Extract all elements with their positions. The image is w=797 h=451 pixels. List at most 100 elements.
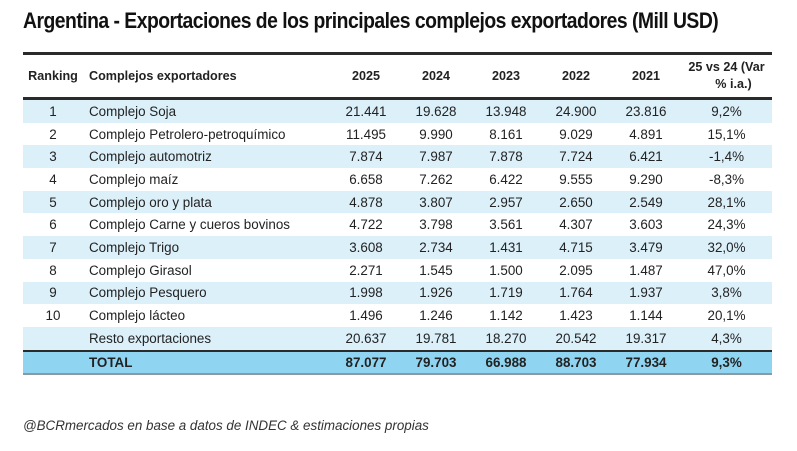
cell-2024: 1.545 bbox=[401, 258, 471, 282]
cell-2023: 1.431 bbox=[471, 236, 541, 259]
table-row: 6 Complejo Carne y cueros bovinos 4.722 3.7… bbox=[23, 213, 772, 237]
cell-2022: 24.900 bbox=[541, 98, 611, 123]
cell-ranking: 8 bbox=[23, 258, 83, 282]
table-row: 1 Complejo Soja 21.441 19.628 13.948 24.900 23… bbox=[23, 98, 772, 123]
cell-2021: 9.290 bbox=[611, 168, 681, 191]
cell-2025: 20.637 bbox=[331, 326, 401, 351]
table-row: 3 Complejo automotriz 7.874 7.987 7.878 7.724… bbox=[23, 145, 772, 169]
cell-name: Complejo Girasol bbox=[83, 258, 331, 282]
cell-name: Complejo Pesquero bbox=[83, 281, 331, 305]
cell-variation: 9,2% bbox=[681, 98, 772, 123]
cell-2024: 79.703 bbox=[401, 349, 471, 375]
source-note: @BCRmercados en base a datos de INDEC & … bbox=[23, 418, 429, 433]
header-name: Complejos exportadores bbox=[83, 52, 331, 100]
cell-2021: 3.479 bbox=[611, 236, 681, 259]
cell-ranking: 5 bbox=[23, 190, 83, 214]
cell-ranking: 1 bbox=[23, 98, 83, 123]
cell-variation: 15,1% bbox=[681, 122, 772, 146]
header-2022: 2022 bbox=[541, 52, 611, 100]
cell-name: Complejo lácteo bbox=[83, 304, 331, 327]
cell-2023: 6.422 bbox=[471, 168, 541, 191]
cell-2022: 4.715 bbox=[541, 236, 611, 259]
cell-2022: 7.724 bbox=[541, 145, 611, 169]
header-2021: 2021 bbox=[611, 52, 681, 100]
cell-2021: 23.816 bbox=[611, 98, 681, 123]
cell-2021: 4.891 bbox=[611, 122, 681, 146]
cell-2022: 2.095 bbox=[541, 258, 611, 282]
cell-name: Complejo automotriz bbox=[83, 145, 331, 169]
cell-variation: 4,3% bbox=[681, 326, 772, 351]
header-variation-line2: % i.a.) bbox=[715, 77, 752, 91]
table-row: 4 Complejo maíz 6.658 7.262 6.422 9.555 9.290-… bbox=[23, 168, 772, 191]
cell-2025: 3.608 bbox=[331, 236, 401, 259]
cell-variation: 9,3% bbox=[681, 349, 772, 375]
table-row: Resto exportaciones 20.637 19.781 18.270 20.… bbox=[23, 326, 772, 351]
cell-2021: 1.487 bbox=[611, 258, 681, 282]
cell-name: Complejo Carne y cueros bovinos bbox=[83, 213, 331, 237]
table-row: 9 Complejo Pesquero 1.998 1.926 1.719 1.764 1.… bbox=[23, 281, 772, 305]
cell-2023: 18.270 bbox=[471, 326, 541, 351]
table-row: 10 Complejo lácteo 1.496 1.246 1.142 1.423 1.1… bbox=[23, 304, 772, 327]
cell-2025: 4.722 bbox=[331, 213, 401, 237]
table-body: 1 Complejo Soja 21.441 19.628 13.948 24.900 23… bbox=[23, 98, 772, 375]
cell-2022: 4.307 bbox=[541, 213, 611, 237]
header-2025: 2025 bbox=[331, 52, 401, 100]
header-variation-line1: 25 vs 24 (Var bbox=[688, 60, 765, 74]
header-variation: 25 vs 24 (Var % i.a.) bbox=[681, 52, 772, 100]
cell-2023: 8.161 bbox=[471, 122, 541, 146]
cell-2022: 9.555 bbox=[541, 168, 611, 191]
cell-ranking: 2 bbox=[23, 122, 83, 146]
cell-ranking: 6 bbox=[23, 213, 83, 237]
cell-2021: 1.144 bbox=[611, 304, 681, 327]
cell-2025: 6.658 bbox=[331, 168, 401, 191]
cell-ranking: 3 bbox=[23, 145, 83, 169]
cell-variation: 3,8% bbox=[681, 281, 772, 305]
cell-variation: 20,1% bbox=[681, 304, 772, 327]
cell-2022: 1.764 bbox=[541, 281, 611, 305]
cell-variation: 32,0% bbox=[681, 236, 772, 259]
cell-2024: 19.628 bbox=[401, 98, 471, 123]
total-row: TOTAL 87.077 79.703 66.988 88.703 77.934 9,3% bbox=[23, 349, 772, 375]
cell-2023: 66.988 bbox=[471, 349, 541, 375]
cell-2025: 87.077 bbox=[331, 349, 401, 375]
cell-name: TOTAL bbox=[83, 349, 331, 375]
cell-2023: 3.561 bbox=[471, 213, 541, 237]
cell-ranking bbox=[23, 326, 83, 351]
cell-2023: 1.500 bbox=[471, 258, 541, 282]
cell-ranking bbox=[23, 349, 83, 375]
exports-table: Ranking Complejos exportadores 2025 2024… bbox=[23, 52, 772, 375]
header-2023: 2023 bbox=[471, 52, 541, 100]
cell-2024: 1.926 bbox=[401, 281, 471, 305]
cell-variation: -8,3% bbox=[681, 168, 772, 191]
cell-2022: 1.423 bbox=[541, 304, 611, 327]
header-2024: 2024 bbox=[401, 52, 471, 100]
cell-ranking: 7 bbox=[23, 236, 83, 259]
cell-2025: 1.998 bbox=[331, 281, 401, 305]
cell-variation: 47,0% bbox=[681, 258, 772, 282]
cell-name: Complejo maíz bbox=[83, 168, 331, 191]
cell-2022: 88.703 bbox=[541, 349, 611, 375]
cell-variation: 24,3% bbox=[681, 213, 772, 237]
cell-name: Resto exportaciones bbox=[83, 326, 331, 351]
cell-2024: 1.246 bbox=[401, 304, 471, 327]
cell-2021: 77.934 bbox=[611, 349, 681, 375]
cell-2023: 1.142 bbox=[471, 304, 541, 327]
cell-2023: 2.957 bbox=[471, 190, 541, 214]
cell-variation: 28,1% bbox=[681, 190, 772, 214]
cell-2025: 1.496 bbox=[331, 304, 401, 327]
cell-2025: 11.495 bbox=[331, 122, 401, 146]
table-row: 7 Complejo Trigo 3.608 2.734 1.431 4.715 3.479… bbox=[23, 236, 772, 259]
cell-name: Complejo Petrolero-petroquímico bbox=[83, 122, 331, 146]
cell-2025: 21.441 bbox=[331, 98, 401, 123]
cell-2021: 3.603 bbox=[611, 213, 681, 237]
cell-2023: 1.719 bbox=[471, 281, 541, 305]
cell-name: Complejo oro y plata bbox=[83, 190, 331, 214]
table-row: 2 Complejo Petrolero-petroquímico 11.495 9.… bbox=[23, 122, 772, 146]
page-title: Argentina - Exportaciones de los princip… bbox=[23, 8, 719, 33]
cell-2022: 2.650 bbox=[541, 190, 611, 214]
cell-2025: 2.271 bbox=[331, 258, 401, 282]
cell-variation: -1,4% bbox=[681, 145, 772, 169]
cell-ranking: 9 bbox=[23, 281, 83, 305]
cell-2024: 9.990 bbox=[401, 122, 471, 146]
cell-name: Complejo Soja bbox=[83, 98, 331, 123]
